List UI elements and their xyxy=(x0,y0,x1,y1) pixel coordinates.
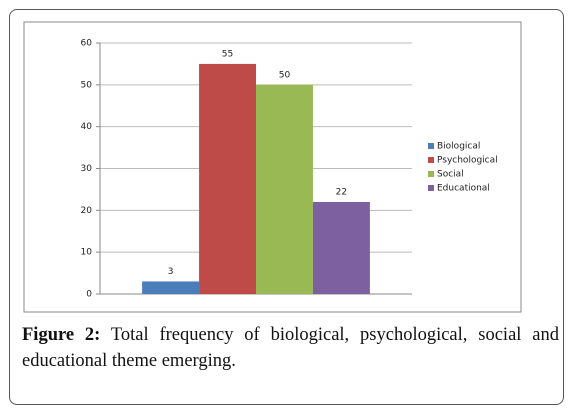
figure-frame xyxy=(9,9,564,405)
bar xyxy=(142,281,200,294)
data-label: 50 xyxy=(279,70,291,80)
chart: 0 10 20 30 40 50 60 3 55 50 22 Biological Psychologi… xyxy=(23,21,522,313)
y-tick-label: 30 xyxy=(81,164,93,174)
legend-swatch xyxy=(428,171,434,177)
caption-label: Figure 2: xyxy=(22,325,101,345)
bar xyxy=(256,84,313,294)
legend-label: Biological xyxy=(437,142,480,152)
y-tick-label: 60 xyxy=(81,39,93,49)
y-tick-label: 20 xyxy=(81,206,93,216)
caption-text: Total frequency of biological, psycholog… xyxy=(22,325,559,371)
y-tick-label: 50 xyxy=(81,80,93,90)
y-tick-label: 0 xyxy=(86,290,92,300)
figure-caption: Figure 2: Total frequency of biological,… xyxy=(22,322,559,374)
bar xyxy=(312,201,370,294)
data-label: 55 xyxy=(222,49,233,59)
y-tick-label: 40 xyxy=(81,122,93,132)
data-label: 3 xyxy=(168,267,174,277)
data-label: 22 xyxy=(336,187,347,197)
legend-label: Psychological xyxy=(437,156,498,166)
legend-swatch xyxy=(428,157,434,163)
legend-swatch xyxy=(428,143,434,149)
y-tick-label: 10 xyxy=(81,248,93,258)
bar xyxy=(199,63,256,294)
legend-swatch xyxy=(428,185,434,191)
legend-label: Educational xyxy=(437,184,490,194)
legend-label: Social xyxy=(437,170,464,180)
